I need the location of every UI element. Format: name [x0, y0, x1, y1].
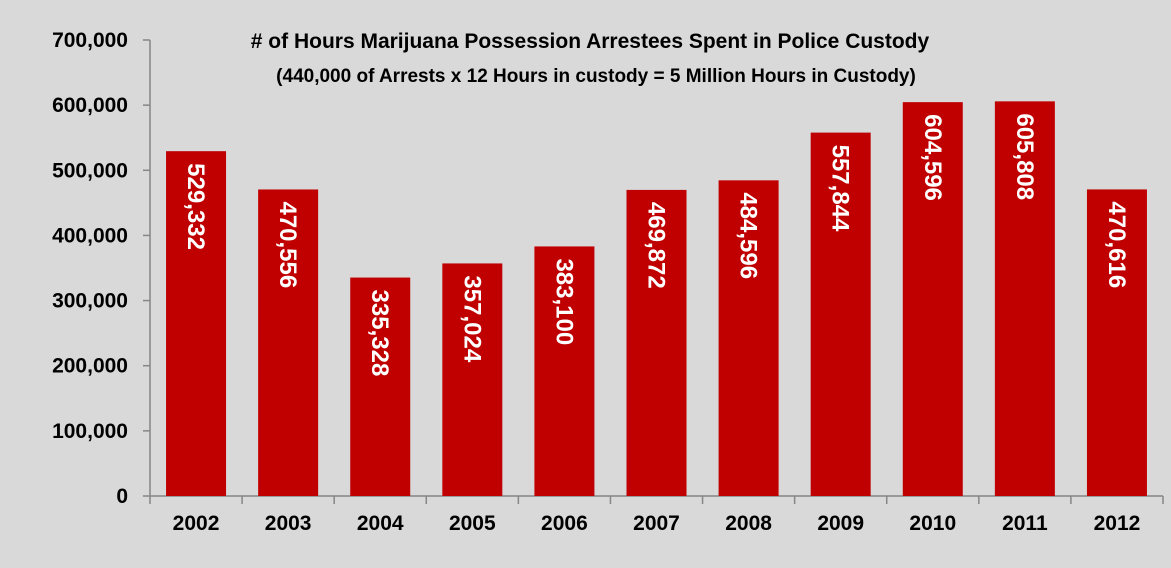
bar-2009 [810, 132, 871, 496]
bar-value-label: 357,024 [458, 275, 485, 362]
x-tick-label: 2012 [1094, 512, 1141, 535]
bar-value-label: 335,328 [366, 290, 393, 377]
bar-value-label: 470,616 [1103, 201, 1130, 288]
x-axis: 2002 2003 2004 2005 2006 2007 2008 2009 2010 2011… [149, 495, 1164, 535]
bar-value-label: 529,332 [182, 163, 209, 250]
y-tick-label: 0 [116, 485, 128, 508]
y-tick-label: 500,000 [52, 159, 128, 182]
y-tick-label: 100,000 [52, 420, 128, 443]
x-tick-label: 2002 [173, 512, 220, 535]
y-tick-label: 600,000 [52, 94, 128, 117]
bar-2011 [994, 101, 1055, 496]
bar-value-label: 557,844 [827, 145, 854, 232]
y-tick-label: 400,000 [52, 224, 128, 247]
bar-2005 [442, 263, 503, 496]
x-tick-label: 2009 [817, 512, 864, 535]
bar-2006 [534, 246, 595, 496]
chart-title: # of Hours Marijuana Possession Arrestee… [251, 30, 930, 53]
x-tick-label: 2003 [265, 512, 312, 535]
bar-value-label: 484,596 [735, 192, 762, 279]
bar-2003 [258, 189, 319, 496]
chart-subtitle: (440,000 of Arrests x 12 Hours in custod… [276, 66, 916, 87]
bar-2010 [902, 102, 963, 496]
y-tick-label: 300,000 [52, 290, 128, 313]
bar-2012 [1086, 189, 1147, 496]
y-tick-label: 700,000 [52, 29, 128, 52]
bar-value-label: 469,872 [643, 202, 670, 289]
x-tick-label: 2010 [909, 512, 956, 535]
x-tick-label: 2005 [449, 512, 496, 535]
bar-value-label: 383,100 [550, 258, 577, 345]
x-tick-label: 2011 [1002, 512, 1048, 535]
bar-value-label: 470,556 [274, 201, 301, 288]
bars: 529,332 470,556 335,328 357,024 383,100 469,8… [166, 101, 1147, 496]
y-tick-label: 200,000 [52, 355, 128, 378]
y-axis: 0 100,000 200,000 300,000 400,000 500,000 600,… [52, 29, 151, 508]
bar-2007 [626, 189, 687, 496]
x-tick-label: 2007 [633, 512, 680, 535]
x-tick-label: 2008 [725, 512, 772, 535]
bar-value-label: 604,596 [919, 114, 946, 201]
x-tick-label: 2006 [541, 512, 588, 535]
bar-value-label: 605,808 [1011, 113, 1038, 200]
bar-2002 [166, 151, 227, 496]
bar-2008 [718, 180, 779, 496]
x-tick-label: 2004 [357, 512, 404, 535]
bar-2004 [350, 277, 411, 496]
